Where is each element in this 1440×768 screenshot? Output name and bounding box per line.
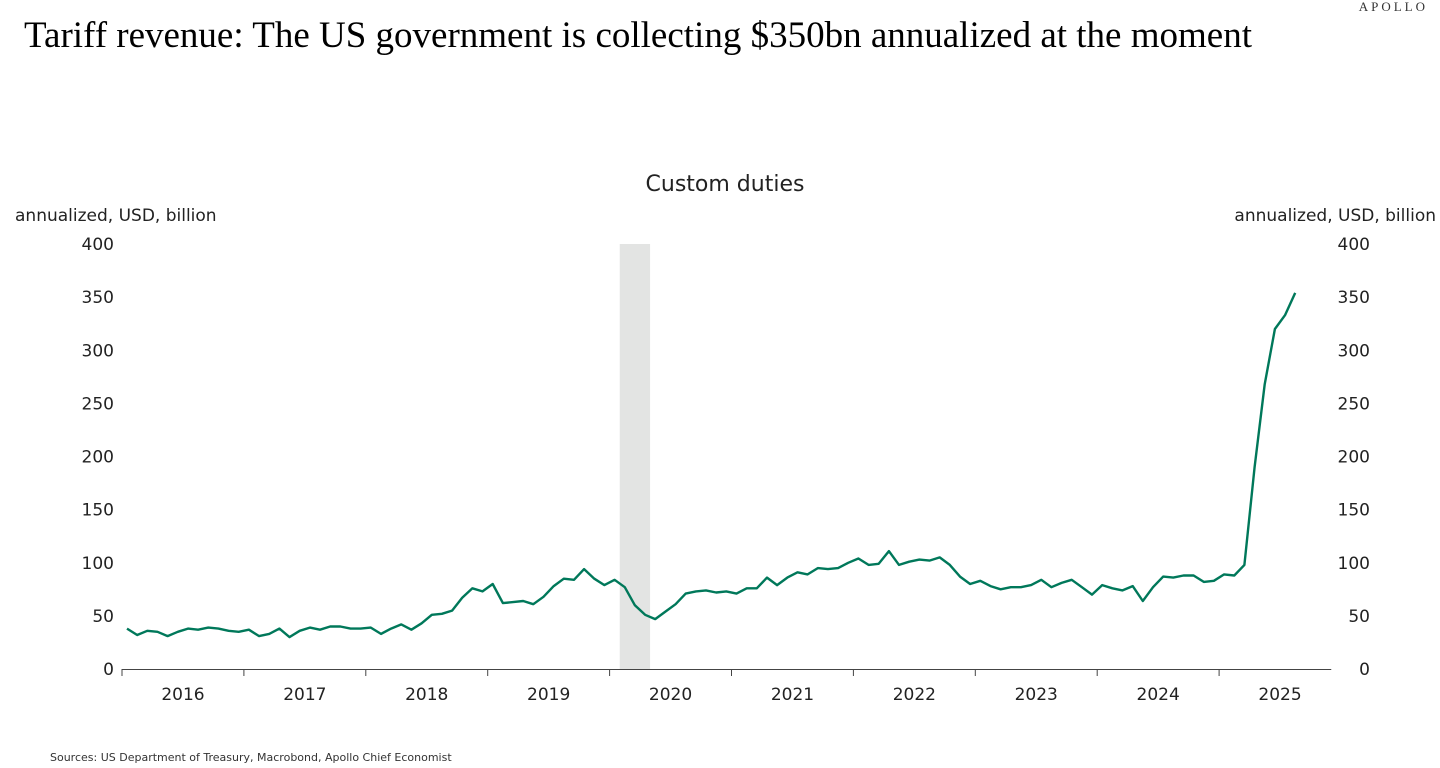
y-tick-label-right: 150 (1338, 501, 1370, 521)
y-tick-label-right: 0 (1359, 660, 1370, 680)
y-tick-label-left: 250 (82, 394, 114, 414)
source-note: Sources: US Department of Treasury, Macr… (50, 751, 452, 764)
page-title: Tariff revenue: The US government is col… (24, 15, 1252, 56)
x-tick-label: 2020 (649, 685, 692, 705)
custom-duties-line (126, 292, 1297, 639)
left-axis-label: annualized, USD, billion (15, 206, 217, 226)
x-tick-label: 2016 (161, 685, 204, 705)
y-tick-label-left: 400 (82, 235, 114, 255)
y-tick-label-left: 100 (82, 554, 114, 574)
y-tick-label-left: 0 (103, 660, 114, 680)
x-tick-label: 2017 (283, 685, 326, 705)
x-tick-label: 2018 (405, 685, 448, 705)
y-tick-label-right: 350 (1338, 288, 1370, 308)
x-tick-label: 2024 (1137, 685, 1180, 705)
x-tick-label: 2025 (1258, 685, 1301, 705)
y-tick-label-right: 300 (1338, 341, 1370, 361)
y-tick-label-right: 200 (1338, 448, 1370, 468)
y-tick-label-right: 50 (1348, 607, 1370, 627)
chart-title: Custom duties (646, 172, 805, 197)
x-tick-label: 2023 (1015, 685, 1058, 705)
x-tick-label: 2022 (893, 685, 936, 705)
right-axis-label: annualized, USD, billion (1234, 206, 1436, 226)
recession-shading (619, 244, 651, 669)
y-tick-label-right: 100 (1338, 554, 1370, 574)
x-tick-label: 2019 (527, 685, 570, 705)
y-tick-label-left: 50 (92, 607, 114, 627)
y-tick-label-right: 400 (1338, 235, 1370, 255)
y-tick-label-left: 300 (82, 341, 114, 361)
y-tick-label-left: 350 (82, 288, 114, 308)
x-tick-label: 2021 (771, 685, 814, 705)
y-tick-label-left: 150 (82, 501, 114, 521)
apollo-logo: APOLLO (1358, 0, 1428, 14)
y-tick-label-left: 200 (82, 448, 114, 468)
y-tick-label-right: 250 (1338, 394, 1370, 414)
